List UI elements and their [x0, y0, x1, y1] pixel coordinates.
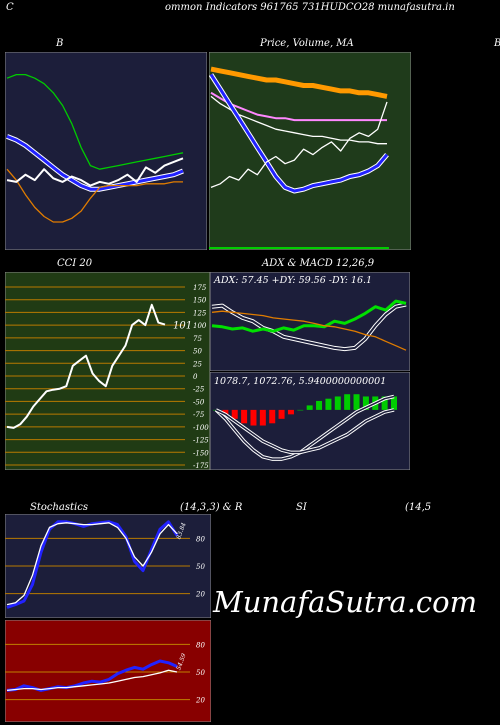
macd-histogram-bar: [269, 409, 276, 424]
stoch-tick-label: 80: [196, 535, 205, 543]
right-edge-title: B: [494, 38, 500, 49]
header-left: C: [6, 2, 14, 13]
macd-histogram-bar: [297, 409, 304, 411]
adx-label: ADX: 57.45 +DY: 59.56 -DY: 16.1: [213, 275, 372, 286]
cci-tick-label: 150: [193, 297, 207, 305]
macd-histogram-bar: [362, 396, 369, 410]
cci-tick-label: 25: [192, 360, 202, 368]
price-chart: [209, 52, 411, 250]
macd-histogram-bar: [306, 405, 313, 410]
adx-line: [211, 303, 407, 351]
cci-chart: 175 150 125 100 75 50 25 0 -25 -50 -75 -100 -125 -150…: [5, 272, 210, 470]
macd-histogram-bar: [222, 409, 229, 415]
bb-lower-line: [6, 168, 183, 223]
price-price-line: [210, 101, 388, 189]
cci-tick-label: 125: [193, 309, 207, 317]
cci-tick-label: 175: [193, 284, 207, 292]
cci-title: CCI 20: [57, 258, 93, 269]
adx-title: ADX & MACD 12,26,9: [262, 258, 375, 269]
price-ma-blue-line: [209, 73, 389, 193]
cci-background: [5, 272, 210, 470]
macd-signal-line: [215, 409, 395, 454]
macd-histogram-bar: [287, 409, 294, 415]
adx-plus-dy-line: [211, 299, 407, 333]
cci-current-label: 101: [173, 321, 192, 332]
cci-tick-label: -150: [193, 449, 209, 457]
bb-background: [5, 52, 207, 250]
macd-histogram-bar: [316, 400, 323, 410]
macd-histogram-bar: [344, 394, 351, 410]
cci-tick-label: -125: [193, 437, 209, 445]
cci-tick-label: -25: [193, 386, 205, 394]
cci-tick-label: -75: [193, 411, 205, 419]
adx-chart: ADX: 57.45 +DY: 59.56 -DY: 16.1: [210, 272, 410, 371]
bb-title: B: [56, 38, 64, 49]
macd-histogram-bar: [259, 409, 266, 426]
bb-chart: [5, 52, 207, 250]
stoch-title-a: Stochastics: [30, 502, 88, 513]
macd-label: 1078.7, 1072.76, 5.9400000000001: [214, 376, 386, 387]
stoch-tick-label: 50: [196, 563, 205, 571]
cci-tick-label: 0: [193, 373, 198, 381]
adx-minus-dy-line: [211, 310, 407, 351]
cci-tick-label: -175: [193, 462, 209, 470]
macd-histogram-bar: [391, 396, 397, 410]
stoch-title-b: (14,3,3) & R: [180, 502, 243, 513]
cci-tick-label: 75: [193, 335, 202, 343]
price-background: [209, 52, 411, 250]
price-ma-orange-line: [210, 66, 388, 99]
macd-histogram-bar: [231, 409, 238, 419]
bb-upper-line: [6, 73, 184, 170]
macd-histogram-bar: [381, 396, 388, 410]
macd-macd-line: [215, 395, 395, 460]
macd-histogram-bar: [334, 396, 341, 410]
stoch-title-d: (14,5: [405, 502, 432, 513]
price-ma-white-line: [210, 95, 387, 145]
bb-middle-line: [6, 135, 184, 191]
macd-histogram-bar: [278, 409, 285, 419]
rsi-tick-label: 80: [196, 641, 205, 649]
macd-chart: 1078.7, 1072.76, 5.9400000000001: [210, 372, 410, 470]
price-ma-pink-line: [210, 91, 387, 122]
cci-tick-label: -100: [193, 424, 209, 432]
rsi-tick-label: 20: [195, 697, 205, 705]
rsi-rsi-ma-line: [6, 669, 178, 692]
cci-line: [6, 303, 166, 429]
stoch-title-c: SI: [296, 502, 307, 513]
cci-tick-label: -50: [193, 398, 205, 406]
bb-price-line: [6, 157, 184, 187]
stoch-tick-label: 20: [195, 591, 205, 599]
rsi-tick-label: 50: [196, 669, 205, 677]
watermark: MunafaSutra.com: [213, 585, 478, 619]
price-title: Price, Volume, MA: [260, 38, 354, 49]
macd-histogram-bar: [241, 409, 248, 424]
macd-histogram-bar: [250, 409, 257, 426]
header-title: ommon Indicators 961765 731HUDCO28 munaf…: [165, 2, 455, 13]
rsi-background: [5, 620, 211, 722]
cci-tick-label: 100: [193, 322, 207, 330]
macd-histogram-bar: [325, 398, 332, 410]
cci-tick-label: 50: [193, 348, 202, 356]
stoch-d-line: [6, 522, 178, 606]
macd-histogram-bar: [353, 394, 360, 410]
